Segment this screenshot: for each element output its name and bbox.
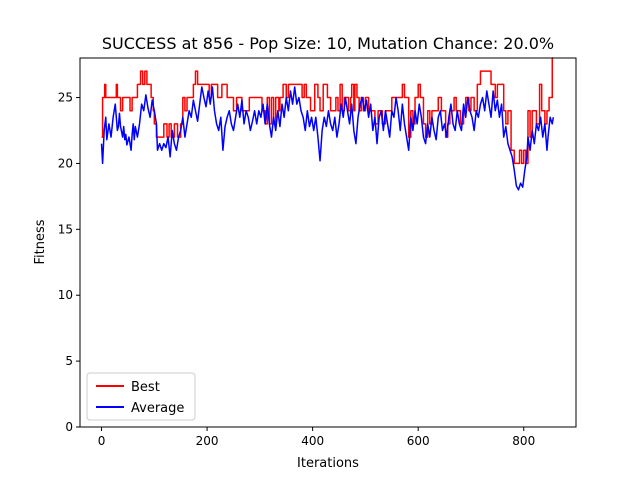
x-tick-label: 800 [512, 434, 535, 448]
y-tick-label: 25 [58, 91, 73, 105]
legend-label-average: Average [131, 401, 184, 416]
x-tick-label: 600 [407, 434, 430, 448]
legend: Best Average [86, 372, 196, 421]
y-tick-label: 5 [65, 354, 73, 368]
series-line-average [100, 86, 555, 191]
chart-title: SUCCESS at 856 - Pop Size: 10, Mutation … [102, 34, 554, 53]
legend-label-best: Best [131, 380, 160, 395]
y-tick-label: 10 [58, 288, 73, 302]
y-tick-label: 20 [58, 156, 73, 170]
x-axis-label: Iterations [297, 456, 359, 471]
legend-box [86, 372, 196, 421]
x-tick-label: 400 [301, 434, 324, 448]
y-tick-label: 15 [58, 222, 73, 236]
x-tick-label: 200 [196, 434, 219, 448]
axis-ticks: 0 200 400 600 800 0 5 10 15 20 25 [58, 91, 535, 448]
x-tick-label: 0 [98, 434, 106, 448]
plot-frame [79, 57, 577, 428]
series-lines [100, 57, 555, 191]
y-axis-label: Fitness [33, 219, 48, 264]
y-tick-label: 0 [65, 420, 73, 434]
